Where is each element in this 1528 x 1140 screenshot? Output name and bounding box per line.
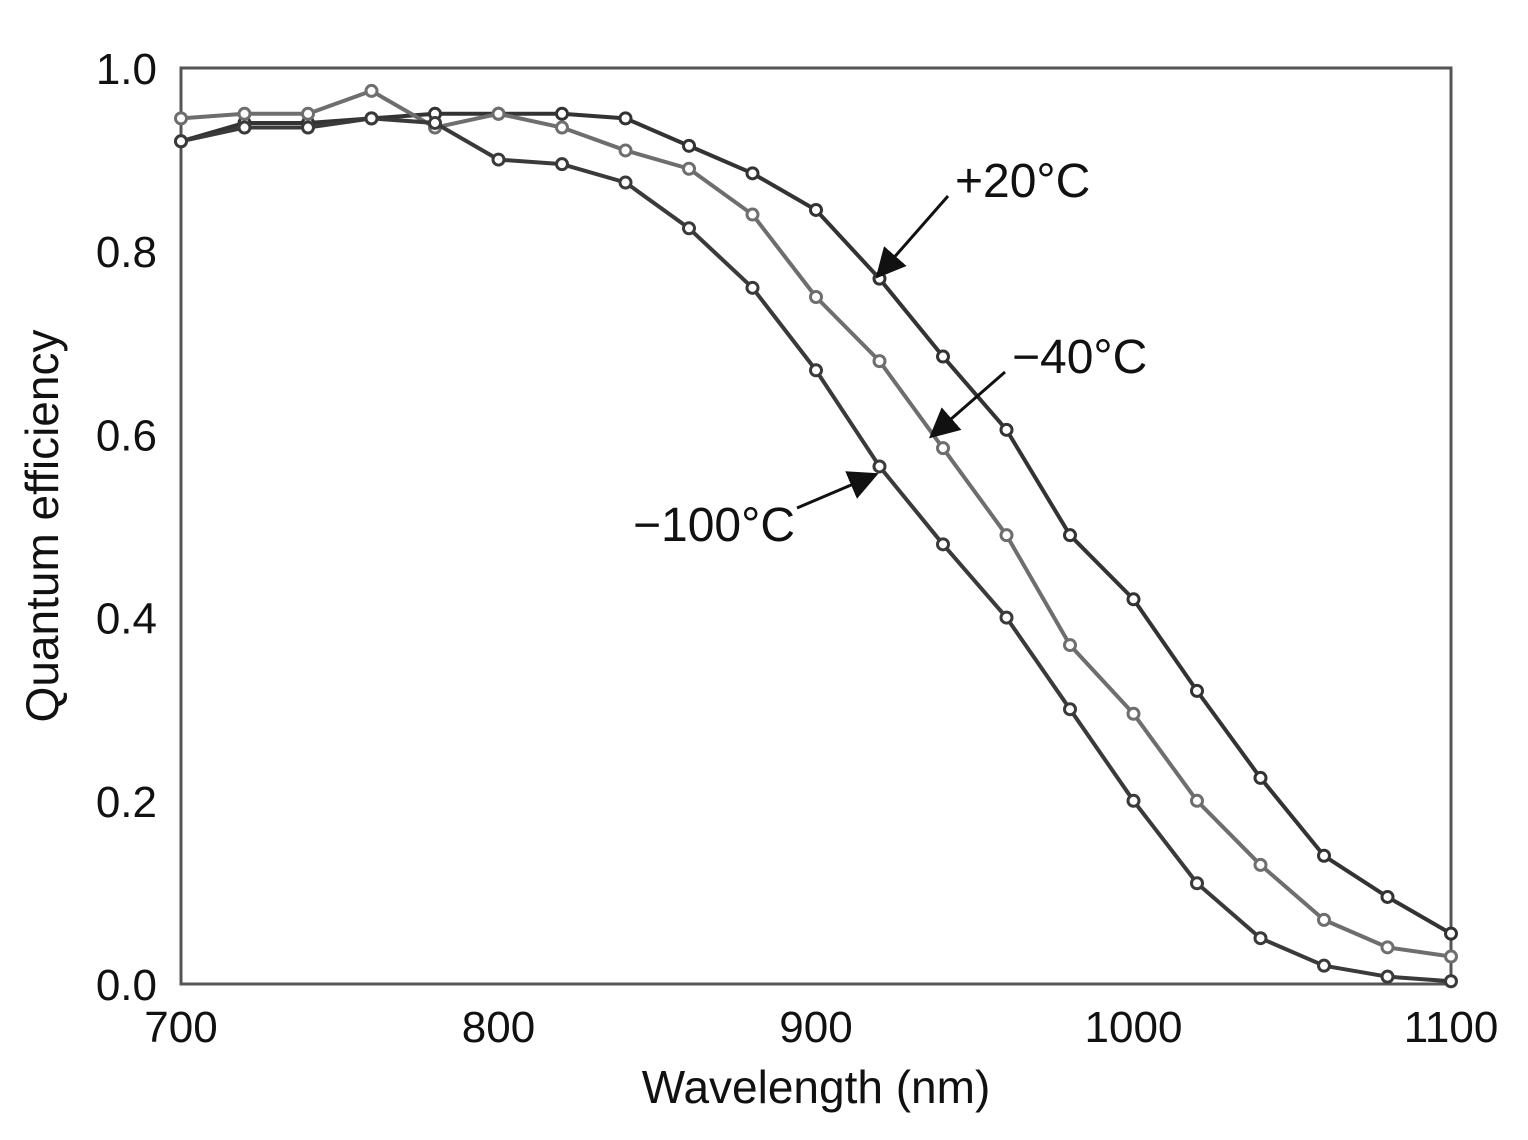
annotation-label: −40°C [1012, 331, 1147, 384]
data-point [1444, 926, 1458, 941]
data-point [1063, 702, 1077, 717]
data-point [1126, 706, 1141, 721]
data-point [872, 354, 887, 369]
data-point [237, 106, 252, 121]
data-point [491, 152, 506, 167]
data-point [1126, 592, 1141, 607]
data-point [682, 138, 696, 153]
annotation-1: +20°C [875, 155, 1090, 279]
data-point [237, 120, 252, 135]
data-point [174, 111, 188, 126]
data-point [1317, 958, 1331, 973]
data-point [999, 528, 1014, 543]
data-point [618, 143, 633, 158]
data-point [999, 610, 1014, 625]
data-point [872, 271, 887, 286]
x-tick-label: 800 [462, 1003, 535, 1052]
y-tick-label: 0.8 [96, 228, 157, 277]
x-tick-label: 1000 [1085, 1003, 1183, 1052]
data-point [1190, 876, 1204, 891]
series-line [180, 88, 1452, 959]
plot-area-frame [179, 66, 1453, 986]
data-point [682, 221, 696, 236]
data-point [174, 134, 188, 149]
data-point [1317, 912, 1331, 927]
data-point [1063, 528, 1077, 543]
series-1 [174, 106, 1458, 941]
y-tick-label: 1.0 [96, 45, 157, 94]
data-point [745, 166, 760, 181]
data-point [1253, 857, 1268, 872]
y-axis-ticks: 0.0 0.2 0.4 0.6 0.8 1.0 [96, 45, 157, 1010]
annotations: +20°C −40°C −100°C [633, 155, 1147, 552]
x-tick-label: 1100 [1404, 1003, 1499, 1052]
data-point [1317, 848, 1331, 863]
x-tick-label: 700 [144, 1003, 217, 1052]
data-point [301, 120, 315, 135]
data-point [301, 106, 315, 121]
series-3 [174, 111, 1458, 989]
data-point [936, 441, 950, 456]
data-point [745, 207, 760, 222]
data-point [745, 280, 760, 295]
data-point [364, 83, 379, 98]
data-point [1380, 969, 1395, 984]
series-line [180, 111, 1452, 936]
data-point [872, 459, 887, 474]
annotation-label: +20°C [955, 155, 1090, 208]
data-point [1380, 889, 1395, 904]
annotation-label: −100°C [633, 499, 795, 552]
data-point [809, 202, 823, 217]
x-tick-label: 900 [779, 1003, 852, 1052]
data-point [1380, 940, 1395, 955]
data-point [682, 161, 696, 176]
annotation-arrow [796, 471, 879, 510]
annotation-3: −100°C [633, 471, 879, 552]
annotation-2: −40°C [928, 331, 1147, 439]
data-point [364, 111, 379, 126]
data-point [936, 349, 950, 364]
data-point [1253, 931, 1268, 946]
y-tick-label: 0.2 [96, 778, 157, 827]
data-point [999, 422, 1014, 437]
annotation-arrow [928, 370, 1006, 439]
data-point [491, 106, 506, 121]
y-tick-label: 0.0 [96, 961, 157, 1010]
data-point [1444, 974, 1458, 989]
data-point [1444, 949, 1458, 964]
x-axis-title: Wavelength (nm) [642, 1061, 991, 1113]
data-point [428, 115, 442, 130]
x-axis-ticks: 700 800 900 1000 1100 [144, 1003, 1498, 1052]
data-point [1253, 770, 1268, 785]
series-line [180, 116, 1452, 984]
data-point [555, 157, 569, 172]
y-tick-label: 0.4 [96, 595, 157, 644]
data-point [1190, 683, 1204, 698]
data-point [809, 290, 823, 304]
data-point [1190, 793, 1204, 808]
data-point [1063, 638, 1077, 653]
data-point [555, 106, 569, 121]
y-tick-label: 0.6 [96, 411, 157, 460]
series-2 [174, 83, 1458, 964]
data-point [555, 120, 569, 135]
data-point [809, 363, 823, 378]
data-point [618, 175, 633, 190]
data-point [936, 537, 950, 552]
data-point [618, 111, 633, 126]
data-point [1126, 793, 1141, 808]
annotation-arrow [875, 195, 950, 279]
series-layer [174, 83, 1458, 989]
y-axis-title: Quantum efficiency [16, 330, 68, 723]
